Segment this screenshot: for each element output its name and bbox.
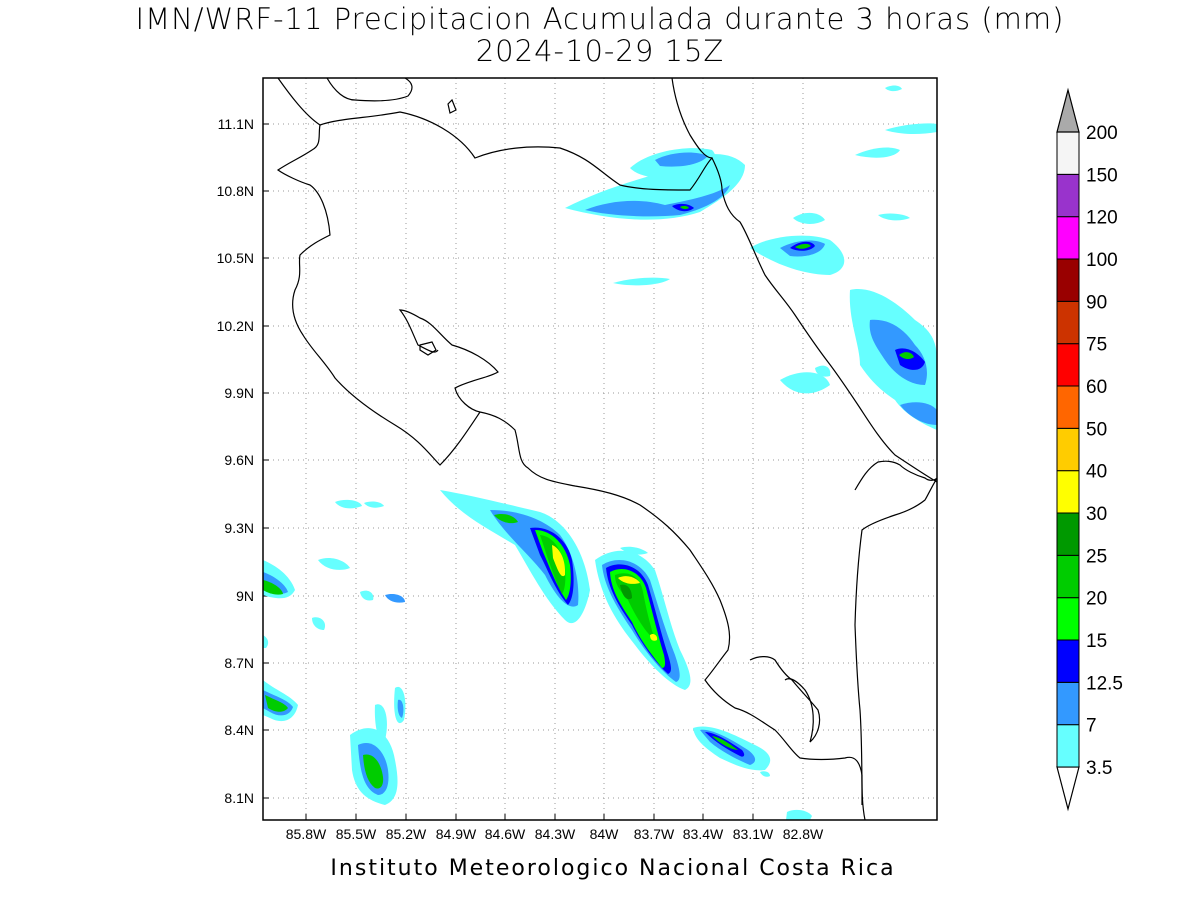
- colorbar-label: 100: [1086, 250, 1118, 271]
- colorbar-swatch: [1056, 385, 1080, 429]
- y-tick-label: 8.1N: [224, 790, 254, 806]
- x-tick-label: 84.3W: [535, 826, 576, 842]
- colorbar-swatch: [1056, 427, 1080, 472]
- y-tick-label: 9.6N: [224, 452, 254, 468]
- colorbar: 3.5 7 12.5 15 20 25 30 40 50 60 75 90 100 120 150 200: [1056, 87, 1123, 812]
- colorbar-label: 7: [1086, 716, 1097, 737]
- nicoya-peninsula: [276, 124, 481, 466]
- rain-cell-osa: [693, 726, 812, 820]
- y-tick-label: 10.5N: [217, 250, 254, 266]
- colorbar-label: 60: [1086, 377, 1107, 398]
- y-tick-label: 8.4N: [224, 722, 254, 738]
- rain-cell-north: [565, 123, 937, 286]
- colorbar-swatch: [1056, 131, 1080, 175]
- small-island: [419, 341, 437, 356]
- gulf-of-nicoya: [398, 309, 499, 413]
- map-title: IMN/WRF-11 Precipitacion Acumulada duran…: [135, 2, 1065, 36]
- x-tick-label: 85.8W: [286, 826, 327, 842]
- rain-cell-central-south: [595, 546, 691, 690]
- x-tick-label: 85.2W: [386, 826, 427, 842]
- lake-island: [447, 98, 457, 114]
- colorbar-label: 25: [1086, 546, 1107, 567]
- coastlines: [276, 78, 937, 820]
- rain-cell-caribbean: [750, 85, 937, 430]
- colorbar-label: 30: [1086, 504, 1107, 525]
- colorbar-swatch: [1056, 300, 1080, 345]
- colorbar-label: 20: [1086, 589, 1107, 610]
- colorbar-swatch: [1056, 639, 1080, 683]
- x-tick-label: 83.1W: [733, 826, 774, 842]
- map-frame: [262, 77, 938, 821]
- nicaragua-border: [277, 78, 723, 191]
- panama-border: [854, 460, 937, 806]
- san-juan-river: [671, 78, 713, 159]
- y-tick-label: 9.9N: [224, 385, 254, 401]
- precipitation-field: [263, 85, 937, 820]
- rain-cell-pacific-west: [263, 499, 406, 805]
- colorbar-swatch: [1056, 343, 1080, 387]
- osa-peninsula: [749, 656, 821, 743]
- map-subtitle: 2024-10-29 15Z: [475, 34, 725, 68]
- rain-cell-central-pacific: [440, 490, 590, 624]
- colorbar-swatch: [1056, 512, 1080, 556]
- colorbar-swatch: [1056, 258, 1080, 302]
- y-tick-label: 10.2N: [217, 318, 254, 334]
- x-tick-label: 85.5W: [336, 826, 377, 842]
- y-tick-label: 10.8N: [217, 183, 254, 199]
- colorbar-label: 120: [1086, 208, 1118, 229]
- colorbar-arrow-top: [1056, 87, 1080, 133]
- colorbar-arrow-bottom: [1056, 766, 1080, 812]
- y-tick-label: 9N: [236, 588, 254, 604]
- colorbar-label: 150: [1086, 165, 1118, 186]
- colorbar-label: 40: [1086, 462, 1107, 483]
- x-tick-label: 84.9W: [436, 826, 477, 842]
- y-tick-label: 11.1N: [218, 116, 254, 132]
- y-axis-labels: 11.1N 10.8N 10.5N 10.2N 9.9N 9.6N 9.3N 9N 8.7N 8.…: [217, 116, 254, 806]
- pacific-coast: [479, 411, 866, 820]
- colorbar-label: 12.5: [1086, 673, 1123, 694]
- colorbar-swatch: [1056, 173, 1080, 218]
- colorbar-label: 3.5: [1086, 758, 1112, 779]
- nicaragua-lake-shore: [326, 78, 413, 102]
- x-tick-label: 84W: [590, 826, 620, 842]
- colorbar-label: 90: [1086, 292, 1107, 313]
- y-tick-label: 9.3N: [224, 520, 254, 536]
- colorbar-swatch: [1056, 554, 1080, 599]
- colorbar-label: 200: [1086, 123, 1118, 144]
- footer-credit: Instituto Meteorologico Nacional Costa R…: [330, 856, 896, 881]
- colorbar-swatch: [1056, 470, 1080, 514]
- colorbar-label: 50: [1086, 419, 1107, 440]
- x-tick-label: 83.4W: [683, 826, 724, 842]
- colorbar-swatch: [1056, 724, 1080, 768]
- map-gridlines: [263, 78, 937, 820]
- colorbar-swatch: [1056, 216, 1080, 260]
- x-tick-label: 83.7W: [634, 826, 675, 842]
- golfo-dulce: [784, 678, 814, 743]
- x-tick-label: 84.6W: [485, 826, 526, 842]
- colorbar-label: 75: [1086, 335, 1107, 356]
- caribbean-coast: [721, 189, 937, 483]
- y-tick-label: 8.7N: [224, 655, 254, 671]
- colorbar-label: 15: [1086, 631, 1107, 652]
- x-axis-labels: 85.8W 85.5W 85.2W 84.9W 84.6W 84.3W 84W 83.7W 83…: [286, 826, 824, 842]
- colorbar-swatch: [1056, 681, 1080, 726]
- colorbar-swatch: [1056, 597, 1080, 641]
- x-tick-label: 82.8W: [783, 826, 824, 842]
